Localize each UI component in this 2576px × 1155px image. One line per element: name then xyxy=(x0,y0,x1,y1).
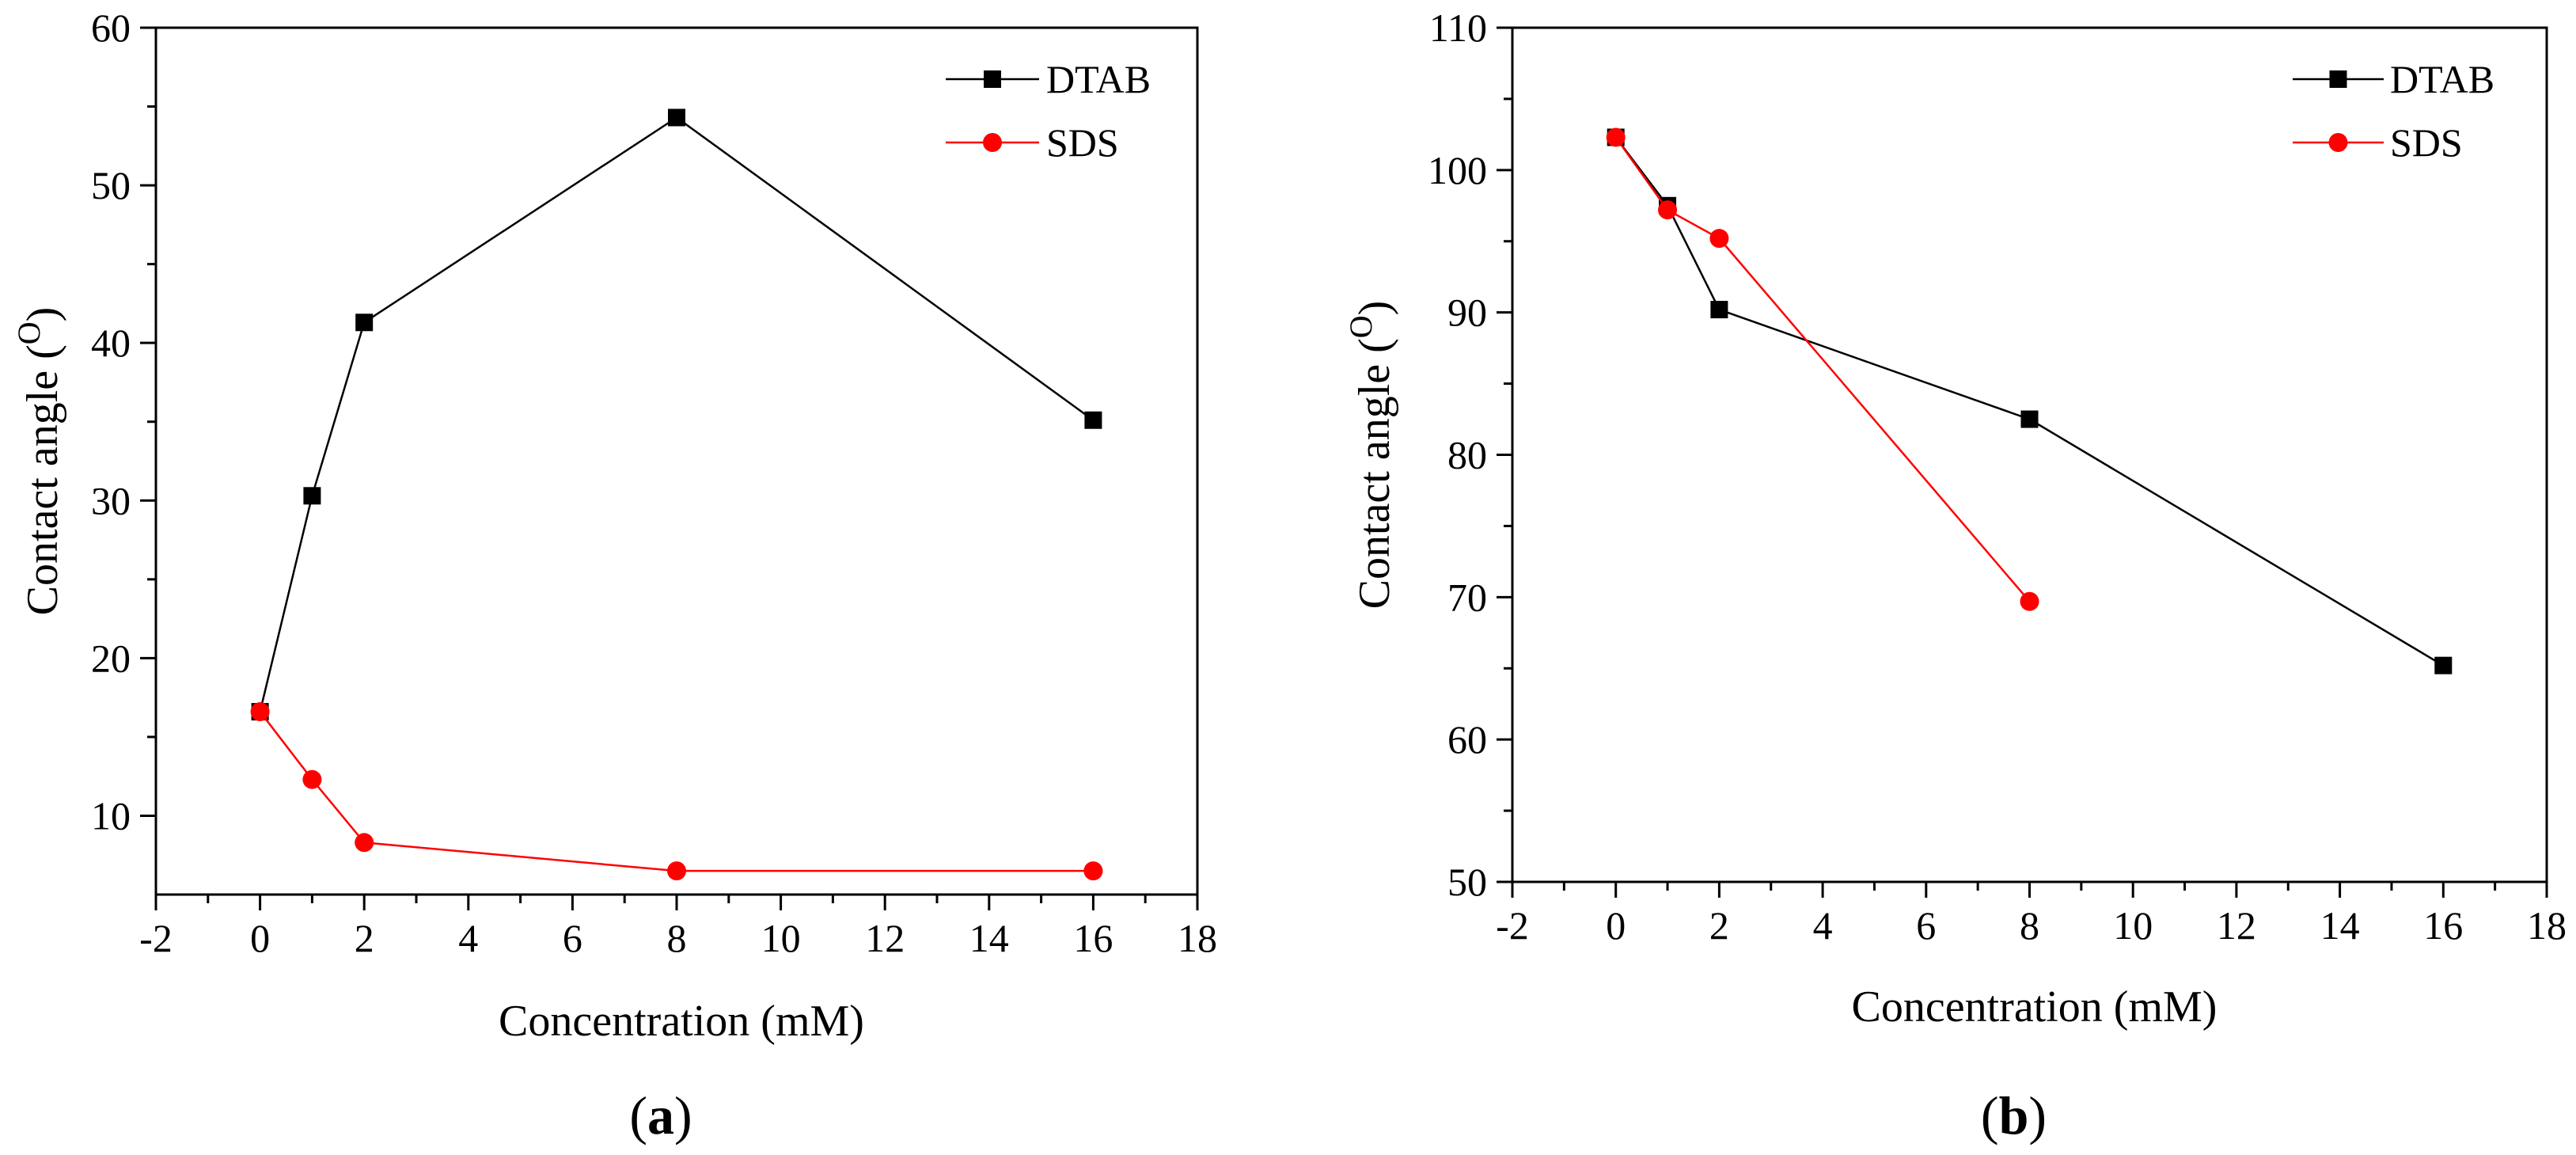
data-point-dtab xyxy=(668,108,685,127)
x-axis-title: Concentration (mM) xyxy=(1852,982,2217,1032)
x-tick-label: 6 xyxy=(563,916,582,960)
y-tick-label: 50 xyxy=(91,163,131,207)
x-tick-label: 10 xyxy=(761,916,801,960)
data-point-sds xyxy=(1709,229,1729,249)
x-tick-label: 10 xyxy=(2113,903,2153,948)
y-tick-label: 40 xyxy=(91,321,131,365)
y-tick-label: 90 xyxy=(1447,291,1487,335)
x-tick-label: 4 xyxy=(458,916,478,960)
data-point-sds xyxy=(1658,200,1678,220)
y-tick-label: 110 xyxy=(1429,6,1487,50)
x-tick-label: 16 xyxy=(1073,916,1113,960)
y-axis-title: Contact angle (O) xyxy=(11,307,67,616)
data-point-dtab xyxy=(355,313,374,332)
data-point-dtab xyxy=(2434,656,2453,674)
y-tick-label: 30 xyxy=(91,478,131,522)
y-tick-label: 100 xyxy=(1428,148,1487,192)
x-tick-label: 4 xyxy=(1813,903,1833,948)
x-tick-label: 14 xyxy=(969,916,1009,960)
legend-label-sds: SDS xyxy=(2390,120,2463,165)
data-point-dtab xyxy=(2020,410,2039,428)
x-tick-label: -2 xyxy=(1496,903,1529,948)
y-tick-label: 70 xyxy=(1447,575,1487,619)
data-point-dtab xyxy=(1710,301,1728,319)
series-line-sds xyxy=(259,711,1094,872)
legend-label-dtab: DTAB xyxy=(1046,57,1151,101)
x-tick-label: 0 xyxy=(1606,903,1626,948)
legend-marker-sds xyxy=(2328,133,2348,152)
x-tick-label: -2 xyxy=(139,916,173,960)
data-point-sds xyxy=(250,702,270,722)
x-axis-title: Concentration (mM) xyxy=(499,997,864,1046)
x-tick-label: 8 xyxy=(667,916,687,960)
legend-label-dtab: DTAB xyxy=(2390,57,2494,101)
y-tick-label: 10 xyxy=(91,793,131,838)
data-point-dtab xyxy=(303,487,321,505)
x-tick-label: 18 xyxy=(1178,916,1217,960)
y-axis-title: Contact angle (O) xyxy=(1343,301,1399,610)
x-tick-label: 2 xyxy=(355,916,374,960)
x-tick-label: 12 xyxy=(865,916,905,960)
x-tick-label: 14 xyxy=(2320,903,2360,948)
data-point-sds xyxy=(1083,861,1103,881)
y-tick-label: 50 xyxy=(1447,860,1487,904)
series-line-sds xyxy=(1614,136,2031,602)
x-tick-label: 2 xyxy=(1709,903,1729,948)
legend-marker-dtab xyxy=(2329,70,2347,88)
x-tick-label: 18 xyxy=(2527,903,2567,948)
legend-label-sds: SDS xyxy=(1046,120,1119,165)
x-tick-label: 16 xyxy=(2423,903,2463,948)
y-tick-label: 80 xyxy=(1447,433,1487,477)
panel-label: (a) xyxy=(629,1085,692,1146)
chart-panel-b: -2 0 2 4 6 8 10 12 14 16 18 50 60 70 80 90 100 110 Concent… xyxy=(1343,6,2567,1146)
legend-marker-dtab xyxy=(984,70,1001,88)
legend-marker-sds xyxy=(983,133,1002,152)
x-tick-label: 6 xyxy=(1916,903,1936,948)
data-point-sds xyxy=(2020,591,2039,611)
data-point-sds xyxy=(302,769,322,789)
data-point-dtab xyxy=(1084,411,1102,429)
data-point-sds xyxy=(1606,127,1626,147)
chart-panel-a: -2 0 2 4 6 8 10 12 14 16 18 10 20 30 40 50 60 Concentrati… xyxy=(11,6,1217,1146)
panel-label: (b) xyxy=(1981,1085,2047,1146)
x-tick-label: 0 xyxy=(250,916,270,960)
y-tick-label: 20 xyxy=(91,636,131,680)
series-line-dtab xyxy=(259,116,1095,712)
series-line-dtab xyxy=(1614,136,2444,667)
data-point-sds xyxy=(667,861,686,881)
y-tick-label: 60 xyxy=(91,6,131,50)
x-tick-label: 8 xyxy=(2020,903,2039,948)
plot-frame xyxy=(154,26,1199,896)
y-tick-label: 60 xyxy=(1447,717,1487,762)
data-point-sds xyxy=(355,833,374,853)
x-tick-label: 12 xyxy=(2217,903,2256,948)
